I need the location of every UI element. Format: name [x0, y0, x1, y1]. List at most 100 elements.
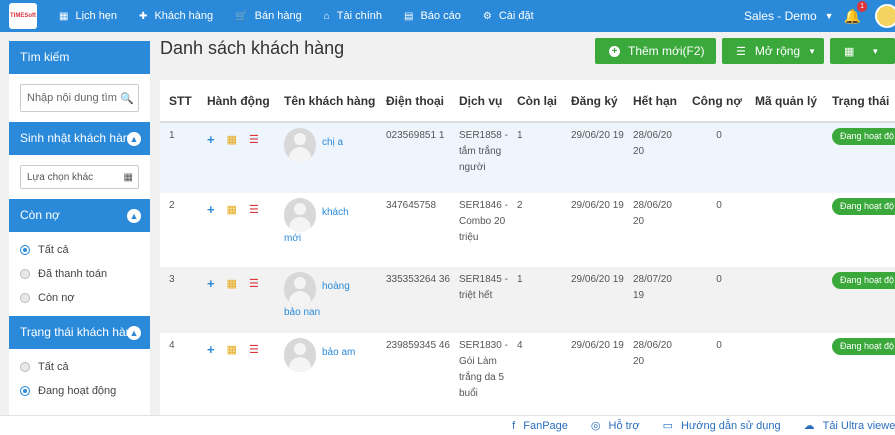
footer-link-fanpage[interactable]: f FanPage [512, 420, 568, 432]
add-customer-button[interactable]: + Thêm mới(F2) [595, 38, 716, 64]
menu-icon[interactable]: ☰ [249, 344, 259, 356]
customer-name-link[interactable]: mới [284, 233, 302, 244]
bank-icon: ⌂ [323, 10, 330, 22]
plus-icon[interactable]: + [207, 202, 215, 217]
cell-registered: 29/06/20 19 [562, 333, 624, 415]
customer-name-link[interactable]: hoàng [322, 281, 350, 292]
col-header[interactable]: Dịch vụ [450, 80, 508, 123]
status-badge: Đang hoạt độ [832, 128, 895, 145]
customer-name-link[interactable]: bảo nan [284, 307, 321, 318]
user-menu[interactable]: Sales - Demo [743, 9, 817, 23]
menu-icon: ☰ [736, 45, 746, 58]
footer-link-guide[interactable]: ▭ Hướng dẫn sử dụng [663, 419, 781, 433]
footer-label: Hỗ trợ [608, 419, 640, 432]
nav-item-customers[interactable]: ✚ Khách hàng [139, 10, 213, 22]
menu-icon[interactable]: ☰ [249, 204, 259, 216]
nav-label: Tài chính [336, 10, 383, 22]
cell-remaining: 2 [508, 193, 562, 267]
nav-item-sales[interactable]: 🛒 Bán hàng [235, 10, 302, 22]
bell-icon[interactable]: 🔔 1 [844, 0, 867, 25]
nav-label: Khách hàng [154, 10, 214, 22]
avatar[interactable] [875, 4, 895, 28]
debt-option-owing[interactable]: Còn nợ [9, 286, 150, 310]
radio-unchecked[interactable] [20, 269, 30, 279]
plus-icon[interactable]: + [207, 132, 215, 147]
table-row[interactable]: 4 + ▦ ☰ bảo am 239859345 46 SER1830 - Gói … [160, 333, 895, 415]
table-icon[interactable]: ▦ [226, 134, 237, 146]
col-header[interactable]: Hành động [198, 80, 275, 123]
cell-customer: bảo am [275, 333, 377, 415]
birthday-select[interactable]: Lựa chọn khác ▦ [20, 165, 139, 189]
col-header[interactable]: Điện thoại [377, 80, 450, 123]
nav-item-reports[interactable]: ▤ Báo cáo [404, 10, 461, 22]
nav-item-finance[interactable]: ⌂ Tài chính [324, 10, 382, 22]
customer-name-link[interactable]: khách [322, 207, 349, 218]
cell-service: SER1845 - triệt hết [450, 267, 508, 333]
radio-label: Đang hoạt động [38, 385, 117, 397]
col-header[interactable]: Công nợ [683, 80, 746, 123]
cell-expires: 28/06/20 20 [624, 193, 683, 267]
radio-unchecked[interactable] [20, 293, 30, 303]
col-header[interactable]: STT [160, 80, 198, 123]
radio-unchecked[interactable] [20, 362, 30, 372]
birthday-section-title: Sinh nhật khách hàng [20, 131, 137, 145]
pin-icon: ✚ [139, 10, 148, 22]
plus-circle-icon: + [609, 45, 620, 57]
table-row[interactable]: 2 + ▦ ☰ khách mới 347645758 SER1846 - Combo… [160, 193, 895, 267]
plus-icon[interactable]: + [207, 276, 215, 291]
debt-option-paid[interactable]: Đã thanh toán [9, 262, 150, 286]
view-mode-button[interactable]: ▦ ▼ [830, 38, 895, 64]
cell-stt: 2 [160, 193, 198, 267]
chart-icon: ▤ [404, 10, 414, 22]
table-icon[interactable]: ▦ [226, 204, 237, 216]
footer-link-support[interactable]: ◎ Hỗ trợ [590, 419, 640, 433]
support-icon: ◎ [590, 420, 601, 432]
customer-name-link[interactable]: chị a [322, 137, 344, 148]
table-row[interactable]: 3 + ▦ ☰ hoàng bảo nan 335353264 36 SER1845 … [160, 267, 895, 333]
table-row[interactable]: 1 + ▦ ☰ chị a 023569851 1 SER1858 - tắm tr… [160, 122, 895, 193]
chevron-up-icon[interactable]: ▲ [127, 208, 141, 223]
radio-checked[interactable] [20, 386, 30, 396]
col-header[interactable]: Trạng thái [823, 80, 895, 123]
radio-label: Đã thanh toán [38, 268, 108, 280]
status-option-active[interactable]: Đang hoạt động [9, 379, 150, 403]
chevron-down-icon: ▼ [871, 46, 880, 56]
cell-actions: + ▦ ☰ [198, 333, 275, 415]
main-nav: ▦ Lịch hẹn ✚ Khách hàng 🛒 Bán hàng ⌂ Tài chí… [59, 10, 556, 22]
debt-option-all[interactable]: Tất cả [9, 238, 150, 262]
expand-button-label: Mở rộng [754, 44, 801, 58]
chevron-up-icon[interactable]: ▲ [127, 131, 141, 146]
col-header[interactable]: Tên khách hàng [275, 80, 377, 123]
search-icon[interactable]: 🔍 [120, 92, 134, 105]
table-icon[interactable]: ▦ [226, 344, 237, 356]
nav-item-appointments[interactable]: ▦ Lịch hẹn [59, 10, 117, 22]
search-input[interactable]: Nhập nội dung tìm 🔍 [20, 84, 139, 112]
cell-expires: 28/07/20 19 [624, 267, 683, 333]
status-badge: Đang hoạt độ [832, 198, 895, 215]
cloud-download-icon: ☁ [803, 420, 815, 432]
footer-link-ultraviewer[interactable]: ☁ Tải Ultra viewer [803, 419, 895, 433]
birthday-section-header[interactable]: Sinh nhật khách hàng ▲ [9, 122, 150, 155]
status-section-header[interactable]: Trạng thái khách hàng ▲ [9, 316, 150, 349]
col-header[interactable]: Mã quản lý [746, 80, 823, 123]
cell-stt: 3 [160, 267, 198, 333]
table-icon[interactable]: ▦ [226, 278, 237, 290]
chevron-up-icon[interactable]: ▲ [127, 325, 141, 340]
col-header[interactable]: Còn lại [508, 80, 562, 123]
app-logo[interactable]: TIMESoft [9, 3, 37, 29]
add-button-label: Thêm mới(F2) [628, 44, 705, 58]
avatar [284, 198, 316, 232]
plus-icon[interactable]: + [207, 342, 215, 357]
col-header[interactable]: Hết hạn [624, 80, 683, 123]
col-header[interactable]: Đăng ký [562, 80, 624, 123]
footer-label: Hướng dẫn sử dụng [680, 419, 781, 432]
expand-menu-button[interactable]: ☰ Mở rộng ▼ [722, 38, 824, 64]
chevron-down-icon[interactable]: ▼ [824, 11, 834, 21]
menu-icon[interactable]: ☰ [249, 278, 259, 290]
nav-item-settings[interactable]: ⚙ Cài đặt [483, 10, 534, 22]
radio-checked[interactable] [20, 245, 30, 255]
debt-section-header[interactable]: Còn nợ ▲ [9, 199, 150, 232]
customer-name-link[interactable]: bảo am [322, 347, 356, 358]
menu-icon[interactable]: ☰ [249, 134, 259, 146]
status-option-all[interactable]: Tất cả [9, 355, 150, 379]
